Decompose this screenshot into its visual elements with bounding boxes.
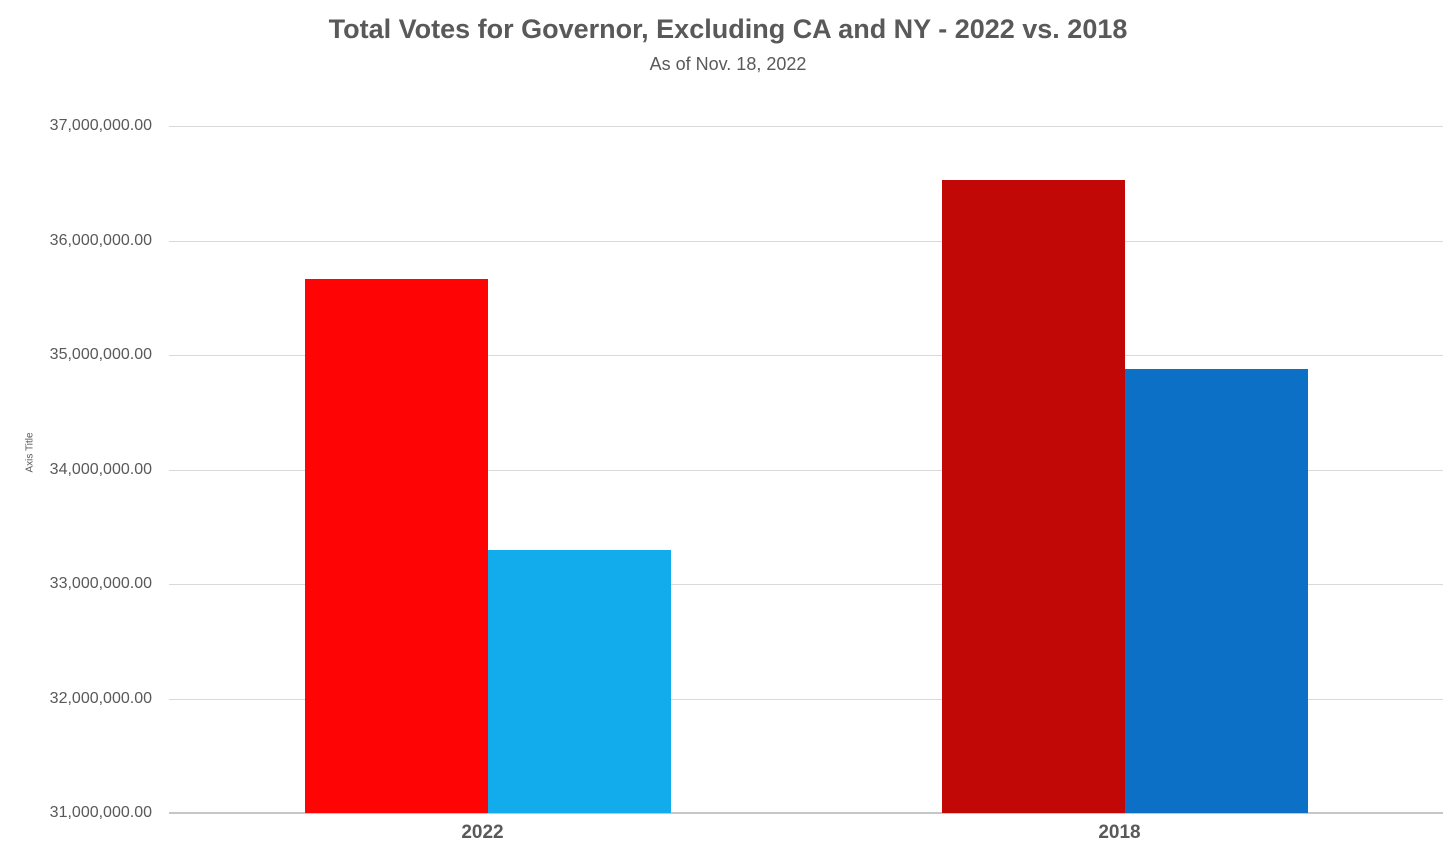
- y-tick-label: 33,000,000.00: [49, 575, 152, 592]
- horizontal-gridline: [169, 469, 1443, 471]
- bar-2022-red-series: [304, 279, 488, 813]
- bar-2018-red-series: [941, 179, 1125, 813]
- y-tick-label: 35,000,000.00: [49, 346, 152, 363]
- bar-2018-blue-series: [1124, 368, 1308, 813]
- y-tick-label: 37,000,000.00: [49, 117, 152, 134]
- chart-title: Total Votes for Governor, Excluding CA a…: [328, 14, 1128, 44]
- y-tick-label: 36,000,000.00: [49, 231, 152, 249]
- chart-subtitle: As of Nov. 18, 2022: [649, 54, 807, 74]
- x-axis-line: [169, 812, 1443, 814]
- x-tick-label-2022: 2022: [461, 822, 504, 843]
- y-tick-label: 34,000,000.00: [49, 460, 152, 478]
- bar-2022-blue-series: [487, 549, 671, 813]
- horizontal-gridline: [169, 698, 1443, 700]
- y-tick-label: 32,000,000.00: [49, 689, 152, 707]
- horizontal-gridline: [169, 355, 1443, 356]
- x-tick-label-2018: 2018: [1098, 822, 1141, 843]
- y-tick-label: 31,000,000.00: [49, 804, 152, 821]
- horizontal-gridline: [169, 126, 1443, 127]
- horizontal-gridline: [169, 240, 1443, 242]
- horizontal-gridline: [169, 584, 1443, 585]
